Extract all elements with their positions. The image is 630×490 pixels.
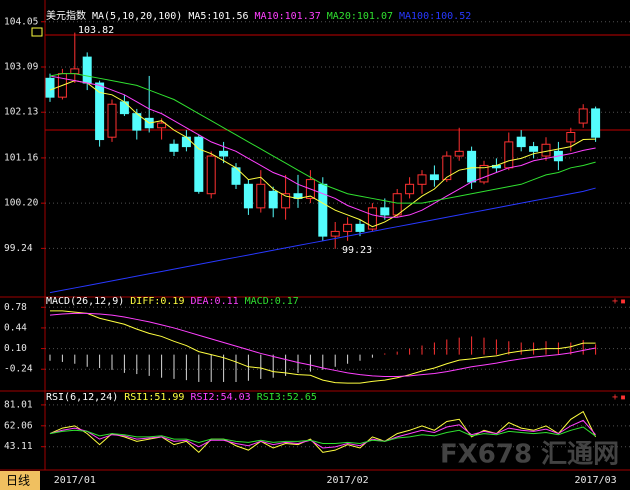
candle-body xyxy=(380,207,390,216)
candle-body xyxy=(405,183,415,195)
candle-body xyxy=(219,150,229,157)
legend-entry: MA100:100.52 xyxy=(399,11,471,22)
candle-body xyxy=(206,155,216,195)
candle-body xyxy=(45,77,55,98)
candle-body xyxy=(529,146,539,152)
rsi-line xyxy=(49,426,596,445)
candle-body xyxy=(95,82,105,141)
candle-body xyxy=(355,223,365,232)
candle-body xyxy=(268,190,278,209)
candle-body xyxy=(243,183,253,209)
legend-entry: MA5:101.56 xyxy=(188,11,248,22)
y-tick-label: 102.13 xyxy=(4,107,38,118)
candle-body xyxy=(82,56,92,84)
y-tick-label: 101.16 xyxy=(4,152,39,163)
annotation: 103.82 xyxy=(78,25,114,36)
rsi-line xyxy=(49,419,596,449)
legend-entry: MA20:101.07 xyxy=(327,11,393,22)
candle-body xyxy=(417,174,427,185)
candle-body xyxy=(392,193,402,216)
y-tick-label: 0.10 xyxy=(4,343,27,354)
x-tick-label: 2017/02 xyxy=(327,475,369,486)
candle-body xyxy=(591,108,601,138)
candle-body xyxy=(566,131,576,143)
candle-body xyxy=(442,155,452,181)
legend-entry: RSI2:54.03 xyxy=(190,392,250,403)
ma-line xyxy=(49,187,596,294)
y-tick-label: 81.01 xyxy=(4,399,33,410)
candle-body xyxy=(157,122,167,129)
watermark: FX678 汇通网 xyxy=(440,440,619,470)
add-icon[interactable]: + xyxy=(612,296,618,307)
box-icon xyxy=(31,27,43,37)
legend-entry: MACD(26,12,9) xyxy=(46,296,124,307)
legend-entry: DIFF:0.19 xyxy=(130,296,184,307)
x-tick-label: 2017/03 xyxy=(575,475,617,486)
candle-body xyxy=(256,183,266,209)
annotation: 99.23 xyxy=(342,245,372,256)
y-tick-label: 104.05 xyxy=(4,16,38,27)
macd-line xyxy=(50,310,596,384)
candle-body xyxy=(281,193,291,209)
legend-entry: MA10:101.37 xyxy=(255,11,321,22)
candle-body xyxy=(343,223,353,232)
y-tick-label: 100.20 xyxy=(4,198,39,209)
ma-line xyxy=(49,73,596,204)
y-tick-label: -0.24 xyxy=(4,364,33,375)
candle-body xyxy=(541,143,551,157)
candle-body xyxy=(504,141,514,169)
legend-entry: RSI1:51.99 xyxy=(124,392,184,403)
candle-body xyxy=(479,164,489,183)
candle-body xyxy=(119,101,129,115)
y-tick-label: 99.24 xyxy=(4,243,33,254)
y-tick-label: 0.44 xyxy=(4,322,27,333)
add-icon[interactable]: + xyxy=(612,392,618,403)
legend-entry: DEA:0.11 xyxy=(190,296,238,307)
candle-body xyxy=(107,103,117,138)
rsi-line xyxy=(49,410,597,454)
x-tick-label: 2017/01 xyxy=(54,475,96,486)
y-tick-label: 0.78 xyxy=(4,302,27,313)
candle-body xyxy=(578,108,588,124)
legend-entry: MACD:0.17 xyxy=(245,296,299,307)
candle-body xyxy=(429,174,439,181)
candle-body xyxy=(467,150,477,183)
candle-body xyxy=(194,136,204,192)
close-icon[interactable]: ▪ xyxy=(620,392,626,403)
y-tick-label: 62.06 xyxy=(4,420,33,431)
legend-entry: RSI(6,12,24) xyxy=(46,392,118,403)
legend-entry: 美元指数 xyxy=(46,9,86,22)
period-tab[interactable] xyxy=(0,471,40,490)
candle-body xyxy=(181,136,191,148)
candle-body xyxy=(454,150,464,157)
period-label[interactable]: 日线 xyxy=(6,474,30,488)
close-icon[interactable]: ▪ xyxy=(620,296,626,307)
candle-body xyxy=(367,207,377,230)
ma-line xyxy=(49,80,596,228)
candle-body xyxy=(169,143,179,152)
candle-body xyxy=(330,230,340,237)
candle-body xyxy=(70,68,80,75)
legend-entry: RSI3:52.65 xyxy=(257,392,317,403)
ma-line xyxy=(49,75,596,218)
legend-entry: MA(5,10,20,100) xyxy=(92,11,182,22)
candle-body xyxy=(318,183,328,237)
candle-body xyxy=(516,136,526,148)
y-tick-label: 43.11 xyxy=(4,441,33,452)
y-tick-label: 103.09 xyxy=(4,62,39,73)
macd-line xyxy=(49,312,596,377)
